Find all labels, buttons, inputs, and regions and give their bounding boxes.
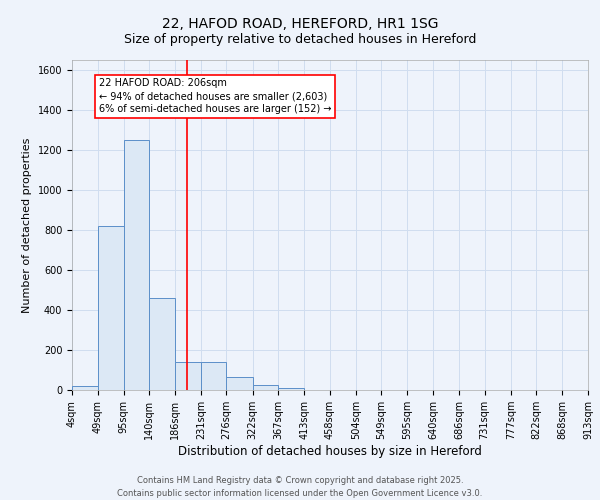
Bar	[253, 385, 278, 390]
Y-axis label: Number of detached properties: Number of detached properties	[22, 138, 32, 312]
Bar	[124, 140, 149, 390]
Text: 22, HAFOD ROAD, HEREFORD, HR1 1SG: 22, HAFOD ROAD, HEREFORD, HR1 1SG	[162, 18, 438, 32]
Text: Contains HM Land Registry data © Crown copyright and database right 2025.
Contai: Contains HM Land Registry data © Crown c…	[118, 476, 482, 498]
Bar	[226, 377, 253, 390]
Bar	[201, 362, 226, 390]
Bar	[72, 386, 98, 390]
Text: 22 HAFOD ROAD: 206sqm
← 94% of detached houses are smaller (2,603)
6% of semi-de: 22 HAFOD ROAD: 206sqm ← 94% of detached …	[98, 78, 331, 114]
Bar	[278, 388, 304, 390]
X-axis label: Distribution of detached houses by size in Hereford: Distribution of detached houses by size …	[178, 445, 482, 458]
Bar	[98, 226, 124, 390]
Bar	[175, 362, 201, 390]
Text: Size of property relative to detached houses in Hereford: Size of property relative to detached ho…	[124, 32, 476, 46]
Bar	[149, 298, 175, 390]
